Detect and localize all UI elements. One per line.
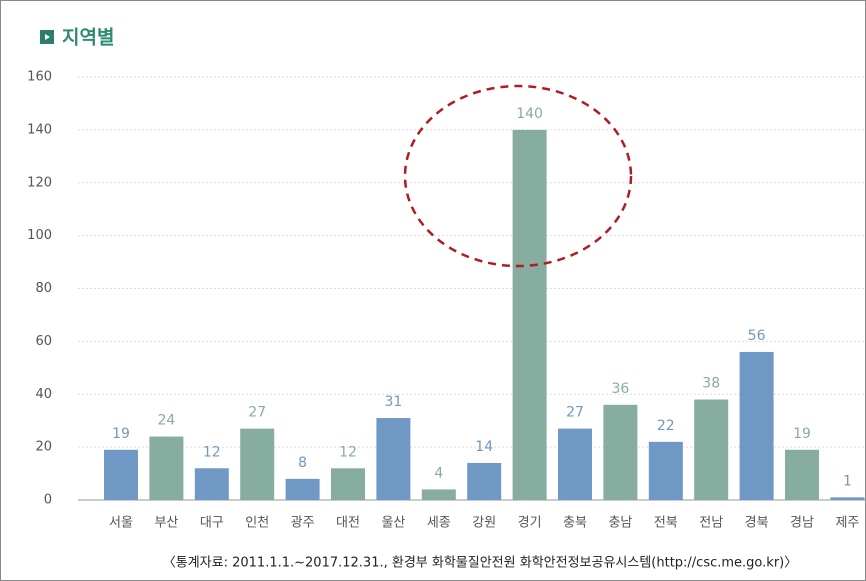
y-tick-label: 20: [35, 440, 52, 455]
y-tick-label: 120: [27, 175, 52, 190]
value-label: 14: [475, 439, 493, 455]
x-tick-label: 강원: [472, 516, 496, 531]
source-note: 〈통계자료: 2011.1.1.~2017.12.31., 환경부 화학물질안전…: [163, 556, 797, 571]
value-label: 19: [793, 426, 811, 442]
x-tick-label: 광주: [291, 516, 315, 531]
value-label: 38: [702, 376, 720, 392]
value-label: 36: [611, 381, 629, 397]
x-tick-label: 충북: [563, 516, 587, 531]
x-tick-label: 인천: [245, 516, 269, 531]
bar: [194, 468, 229, 500]
plot: 0 20 40 60 80 100 120 140 160 서울 19 부산 24 대구 12 인천 27 광주 8…: [27, 70, 866, 531]
x-tick-label: 경북: [745, 516, 769, 531]
y-tick-label: 140: [27, 122, 52, 137]
value-label: 24: [157, 413, 175, 429]
title-icon-arrow: [45, 34, 50, 40]
bar: [285, 478, 320, 500]
bar: [739, 351, 774, 500]
x-tick-label: 제주: [835, 516, 859, 531]
value-label: 22: [657, 418, 675, 434]
value-label: 12: [203, 444, 221, 460]
y-tick-label: 100: [27, 228, 52, 243]
highlight-ellipse: [403, 84, 633, 268]
y-tick-label: 40: [35, 387, 52, 402]
x-tick-label: 전북: [654, 516, 678, 531]
bar: [558, 428, 592, 500]
chart-title: 지역별: [62, 27, 114, 49]
bar: [512, 129, 547, 500]
x-tick-label: 경남: [790, 516, 814, 531]
bar: [694, 399, 729, 500]
x-tick-label: 서울: [109, 516, 133, 531]
x-tick-label: 대전: [336, 516, 360, 531]
bar: [648, 441, 683, 500]
x-tick-label: 경기: [518, 516, 542, 531]
value-label: 12: [339, 444, 357, 460]
value-label: 27: [566, 405, 584, 421]
bar: [331, 468, 365, 500]
value-label: 4: [434, 465, 443, 481]
bar: [104, 449, 138, 500]
bar: [830, 497, 865, 500]
value-label: 140: [516, 106, 543, 122]
bar: [603, 404, 638, 500]
value-label: 31: [384, 394, 402, 410]
bar: [421, 489, 456, 500]
y-tick-label: 60: [35, 334, 52, 349]
x-tick-label: 세종: [427, 516, 451, 531]
bar: [240, 428, 275, 500]
bar: [785, 449, 819, 500]
x-tick-label: 대구: [200, 516, 224, 531]
value-label: 8: [298, 455, 307, 471]
value-label: 19: [112, 426, 130, 442]
x-tick-label: 울산: [381, 516, 405, 531]
x-tick-label: 충남: [608, 516, 632, 531]
bar: [467, 462, 502, 500]
y-tick-label: 80: [35, 281, 52, 296]
y-tick-label: 160: [27, 70, 52, 85]
x-tick-label: 부산: [154, 516, 178, 531]
bar: [376, 418, 411, 500]
bar: [149, 436, 184, 500]
value-label: 1: [843, 473, 852, 489]
y-tick-label: 0: [44, 493, 52, 508]
value-label: 56: [748, 328, 766, 344]
x-tick-label: 전남: [699, 516, 723, 531]
value-label: 27: [248, 405, 266, 421]
